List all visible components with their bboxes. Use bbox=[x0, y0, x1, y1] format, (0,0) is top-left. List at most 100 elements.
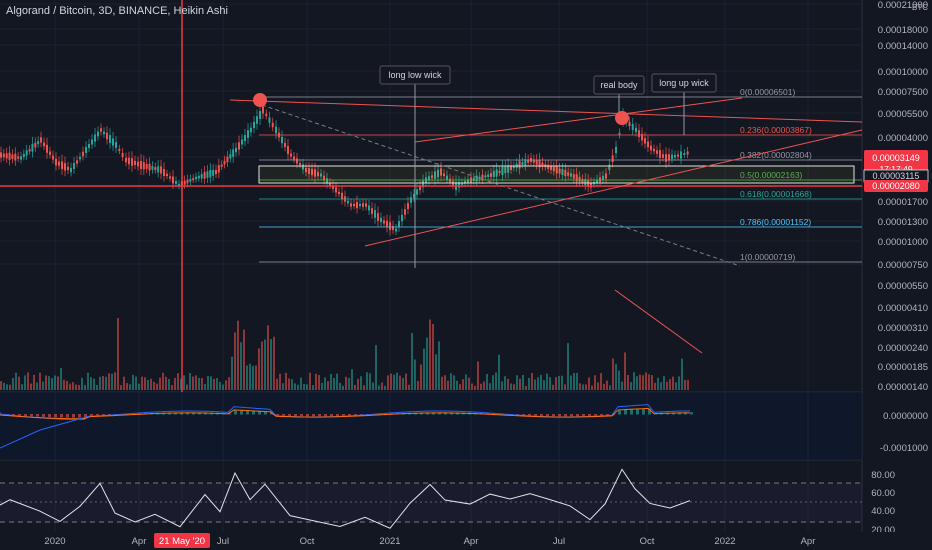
volume-bar bbox=[366, 372, 368, 390]
volume-bar bbox=[432, 324, 434, 390]
candle bbox=[567, 172, 570, 176]
macd-histogram-bar bbox=[36, 414, 39, 417]
candle bbox=[14, 153, 17, 161]
candle bbox=[11, 154, 14, 159]
candle bbox=[555, 166, 558, 174]
candle bbox=[362, 203, 364, 207]
volume-bar bbox=[660, 382, 662, 390]
volume-bar bbox=[438, 341, 440, 390]
volume-bar bbox=[600, 373, 602, 390]
volume-bar bbox=[129, 384, 131, 390]
volume-bar bbox=[273, 336, 275, 390]
volume-bar bbox=[477, 361, 479, 390]
volume-bar bbox=[57, 376, 59, 390]
time-tick-label: Apr bbox=[464, 536, 479, 547]
candle bbox=[73, 163, 75, 169]
macd-histogram-bar bbox=[624, 409, 627, 415]
candle bbox=[350, 203, 352, 207]
price-tick-label: 0.00004000 bbox=[878, 133, 928, 144]
macd-histogram-bar bbox=[558, 414, 561, 417]
candle bbox=[615, 146, 617, 154]
macd-histogram-bar bbox=[600, 414, 603, 416]
trend-line bbox=[414, 97, 743, 143]
annotation-label: long low wick bbox=[388, 70, 442, 80]
volume-bar bbox=[396, 372, 398, 390]
volume-bar bbox=[321, 382, 323, 390]
candle bbox=[431, 175, 433, 179]
macd-histogram-bar bbox=[78, 414, 81, 418]
price-tag-value: 0.00003115 bbox=[873, 171, 920, 181]
price-tick-label: 0.00005500 bbox=[878, 109, 928, 120]
volume-bar bbox=[645, 372, 647, 390]
volume-bar bbox=[495, 372, 497, 390]
candle bbox=[416, 189, 418, 195]
volume-bar bbox=[288, 378, 290, 390]
volume-bar bbox=[564, 384, 566, 390]
candle bbox=[40, 137, 42, 143]
candle bbox=[386, 220, 388, 228]
volume-bar bbox=[96, 385, 98, 390]
fib-level-label: 0.382(0.00002804) bbox=[740, 150, 812, 160]
candle bbox=[656, 150, 658, 154]
volume-bar bbox=[150, 378, 152, 390]
candle bbox=[82, 151, 84, 157]
volume-bar bbox=[63, 379, 65, 390]
volume-bar bbox=[492, 375, 494, 390]
volume-bar bbox=[9, 384, 11, 390]
candle bbox=[527, 159, 530, 163]
volume-bar bbox=[429, 319, 431, 390]
volume-bar bbox=[471, 383, 473, 390]
volume-bar bbox=[294, 383, 296, 390]
time-tick-label: Apr bbox=[801, 536, 816, 547]
macd-histogram-bar bbox=[240, 409, 243, 415]
macd-histogram-bar bbox=[318, 414, 321, 417]
macd-histogram-bar bbox=[252, 410, 255, 415]
volume-bar bbox=[444, 375, 446, 390]
time-axis[interactable]: 2020 Apr 21 May '20 Jul Oct 2021 Apr Jul Oct 2022… bbox=[0, 532, 932, 550]
date-highlight bbox=[154, 533, 210, 548]
volume-bar bbox=[21, 384, 23, 390]
macd-histogram-bar bbox=[336, 414, 339, 417]
candle bbox=[320, 173, 322, 177]
candle bbox=[521, 161, 524, 165]
volume-bar bbox=[630, 382, 632, 390]
volume-bar bbox=[681, 358, 683, 390]
candle bbox=[395, 228, 397, 232]
candle bbox=[680, 151, 682, 159]
volume-bar bbox=[528, 377, 530, 390]
candle bbox=[275, 126, 277, 134]
volume-bar bbox=[390, 373, 392, 390]
macd-histogram-bar bbox=[528, 414, 531, 416]
volume-bar bbox=[465, 374, 467, 390]
volume-bar bbox=[168, 378, 170, 390]
volume-bar bbox=[228, 377, 230, 390]
macd-histogram-bar bbox=[564, 414, 567, 417]
candle bbox=[238, 142, 240, 150]
candle bbox=[142, 162, 145, 170]
candle bbox=[507, 165, 510, 173]
candle bbox=[341, 192, 343, 200]
macd-histogram-bar bbox=[48, 414, 51, 418]
volume-bar bbox=[534, 379, 536, 390]
candle bbox=[163, 169, 165, 176]
time-tick-label: Oct bbox=[640, 536, 655, 547]
volume-bar bbox=[384, 385, 386, 390]
rsi-tick-label: 60.00 bbox=[871, 488, 895, 499]
volume-bar bbox=[621, 381, 623, 390]
volume-bar bbox=[570, 375, 572, 390]
price-pane[interactable]: 0(0.00006501) 0.236(0.00003867) 0.382(0.00… bbox=[0, 0, 863, 392]
volume-bar bbox=[618, 370, 620, 390]
volume-bar bbox=[666, 381, 668, 390]
candle bbox=[2, 153, 5, 158]
candle bbox=[498, 170, 501, 174]
candle bbox=[392, 225, 394, 231]
candle bbox=[220, 164, 223, 167]
volume-bar bbox=[237, 320, 239, 390]
volume-bar bbox=[501, 381, 503, 390]
time-tick-label: 21 May '20 bbox=[159, 536, 205, 547]
time-tick-label: Apr bbox=[132, 536, 147, 547]
volume-bar bbox=[123, 376, 125, 390]
candle bbox=[644, 138, 646, 144]
